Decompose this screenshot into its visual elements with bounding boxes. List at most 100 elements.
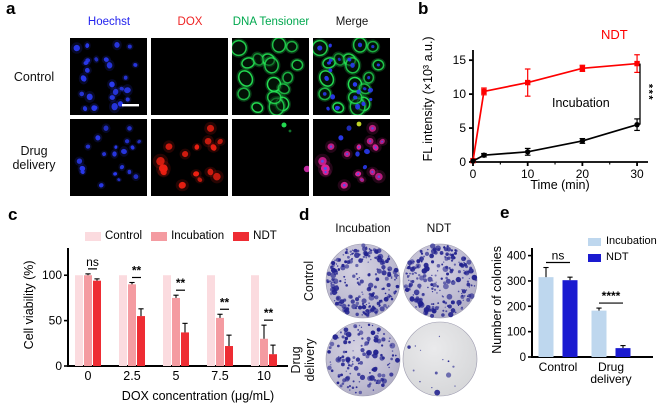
svg-text:0: 0: [520, 352, 526, 364]
dish-header-incubation: Incubation: [335, 221, 391, 235]
category-label: 2.5: [123, 369, 140, 383]
chart-e-legend: Incubation NDT: [588, 236, 657, 268]
petri-dish: [325, 243, 401, 319]
legend-item-ndt: NDT: [588, 252, 657, 263]
data-point: [634, 60, 640, 67]
bar-incubation: [172, 297, 180, 366]
legend-label-ndt: NDT: [606, 251, 629, 263]
data-point: [524, 79, 531, 86]
data-point: [579, 138, 586, 144]
bar-incubation: [128, 284, 136, 366]
data-point: [634, 121, 640, 128]
row-label-drug-delivery: Drug delivery: [12, 144, 56, 172]
svg-text:10: 10: [453, 87, 467, 101]
chart-c-legend: Control Incubation NDT: [85, 230, 277, 242]
category-label: 0: [85, 369, 92, 383]
cell-nuclei: [320, 127, 384, 187]
svg-text:15: 15: [453, 53, 467, 67]
significance-label: **: [264, 306, 274, 320]
panel-e-label: e: [500, 203, 510, 222]
series-label-incubation: Incubation: [552, 96, 610, 110]
chart-b-x-axis-label: Time (min): [530, 178, 590, 192]
significance-label: ****: [602, 289, 621, 303]
faint-green-cell: [281, 122, 287, 128]
bar-incubation: [591, 310, 607, 357]
micro-image-drug-dna-tensioner: [232, 119, 309, 196]
bars: [538, 266, 631, 357]
svg-text:20: 20: [576, 167, 590, 181]
scale-bar: [122, 104, 139, 107]
legend-label-control: Control: [105, 230, 143, 242]
significance-label: ns: [86, 255, 99, 269]
cell-membrane-rings: [313, 38, 386, 115]
faint-magenta-cell: [303, 165, 309, 173]
micro-image-drug-hoechst: [70, 119, 147, 196]
panel-b-label: b: [418, 0, 429, 18]
yellow-cell: [356, 121, 362, 127]
svg-text:100: 100: [507, 327, 526, 339]
bar-ndt: [93, 280, 101, 366]
channel-header-hoechst: Hoechst: [87, 16, 131, 28]
legend-label-ndt: NDT: [253, 230, 277, 242]
bar-control: [75, 275, 83, 366]
svg-text:5: 5: [459, 121, 466, 135]
svg-text:300: 300: [507, 276, 526, 288]
svg-text:0: 0: [470, 167, 477, 181]
petri-dish: [402, 243, 478, 319]
cell-nuclei: [71, 39, 140, 114]
dish-row-label-drug-delivery: Drug delivery: [289, 338, 317, 382]
svg-text:10: 10: [521, 167, 535, 181]
chart-c-bar-chart: 0 50 100 0 2.5 5 7.5 10 ns ** ** ** **: [42, 248, 288, 383]
bar-control: [163, 275, 171, 366]
chart-b-significance-stars: ***: [642, 83, 655, 102]
micro-image-control-hoechst: [70, 38, 147, 115]
chart-b-line-chart: 0 10 20 30 0 5 10 15: [453, 50, 648, 181]
significance-label: **: [220, 295, 230, 309]
significance-markers: ns ** ** ** **: [86, 255, 274, 321]
bar-ndt: [615, 348, 631, 357]
svg-text:200: 200: [507, 301, 526, 313]
dish-row-label-control: Control: [302, 260, 316, 302]
bar-control: [207, 275, 215, 366]
cell-nuclei: [74, 123, 143, 190]
micro-image-control-merge: [313, 38, 390, 115]
category-label: Control: [539, 360, 578, 374]
category-label: Drug delivery: [590, 360, 631, 386]
svg-text:30: 30: [630, 167, 644, 181]
significance-markers: ns ****: [546, 249, 623, 304]
channel-header-dox: DOX: [177, 16, 203, 28]
tick-labels: 0 50 100 0 2.5 5 7.5 10: [42, 268, 271, 383]
bar-incubation: [84, 275, 92, 366]
bar-ndt: [181, 332, 189, 366]
channel-header-merge: Merge: [335, 16, 369, 28]
tick-labels: 0 100 200 300 400 Control Drug delivery: [507, 251, 632, 386]
svg-text:50: 50: [49, 314, 63, 328]
legend-swatch-incubation: [588, 237, 601, 246]
svg-text:400: 400: [507, 251, 526, 263]
legend-swatch-ndt: [233, 231, 250, 241]
legend-label-incubation: Incubation: [606, 235, 657, 247]
cell-nuclei: [314, 121, 388, 192]
micro-image-drug-merge: [313, 119, 390, 196]
data-point: [470, 158, 476, 164]
category-label: 10: [257, 369, 271, 383]
svg-text:0: 0: [55, 359, 62, 373]
chart-e-bar-chart: 0 100 200 300 400 Control Drug delivery ns ****: [507, 248, 653, 386]
category-label: 7.5: [211, 369, 228, 383]
bar-ndt: [137, 316, 145, 366]
bars: [75, 273, 277, 366]
category-label: 5: [173, 369, 180, 383]
channel-header-dna-tensioner: DNA Tensioner: [232, 16, 310, 28]
bar-incubation: [216, 317, 224, 366]
bar-incubation: [260, 338, 268, 366]
petri-dish: [325, 321, 401, 397]
data-point: [481, 152, 487, 158]
legend-swatch-control: [85, 231, 101, 241]
svg-text:0: 0: [459, 155, 466, 169]
legend-item-incubation: Incubation: [151, 230, 224, 242]
petri-dish: [402, 321, 478, 397]
svg-text:100: 100: [42, 268, 62, 282]
panel-a-label: a: [6, 0, 16, 18]
micro-image-drug-dox: [151, 119, 228, 196]
